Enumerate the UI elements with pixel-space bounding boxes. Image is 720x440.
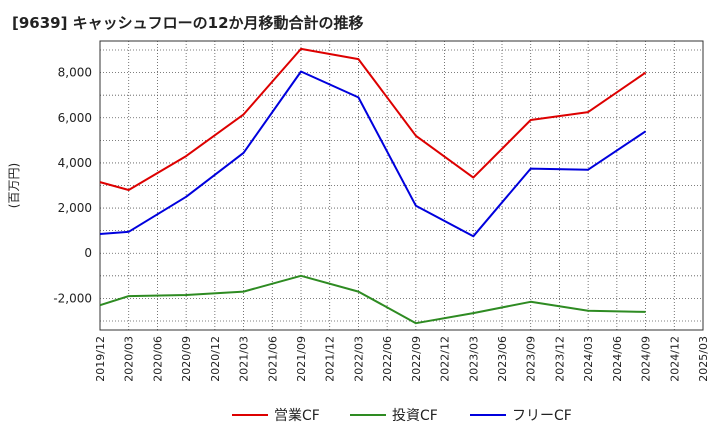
- x-tick-label: 2021/06: [266, 336, 279, 382]
- series-line-投資CF: [99, 274, 646, 325]
- y-tick-label: 0: [84, 246, 92, 260]
- x-tick-label: 2022/09: [410, 336, 423, 382]
- y-tick-label: 6,000: [58, 111, 92, 125]
- x-axis-ticks: 2019/12 2020/03 2020/06 2020/09 2020/12 2021/…: [94, 336, 710, 382]
- x-tick-label: 2021/09: [295, 336, 308, 382]
- x-tick-label: 2020/03: [123, 336, 136, 382]
- plot-area-frame: [99, 40, 704, 331]
- y-tick-label: -2,000: [53, 291, 92, 305]
- x-tick-label: 2024/03: [582, 336, 595, 382]
- x-tick-label: 2022/12: [439, 336, 452, 382]
- x-tick-label: 2024/12: [668, 336, 681, 382]
- y-tick-label: 4,000: [58, 156, 92, 170]
- x-tick-label: 2020/12: [209, 336, 222, 382]
- x-tick-label: 2021/03: [238, 336, 251, 382]
- legend-label: 営業CF: [274, 408, 320, 424]
- series-line-営業CF: [99, 47, 647, 191]
- x-tick-label: 2024/06: [611, 336, 624, 382]
- x-tick-label: 2022/06: [381, 336, 394, 382]
- x-tick-label: 2023/09: [525, 336, 538, 382]
- legend: 営業CF 投資CF フリーCF: [232, 408, 572, 424]
- x-tick-label: 2022/03: [352, 336, 365, 382]
- x-tick-label: 2020/06: [151, 336, 164, 382]
- x-tick-label: 2021/12: [324, 336, 337, 382]
- chart-title: [9639] キャッシュフローの12か月移動合計の推移: [12, 14, 364, 32]
- y-tick-label: 8,000: [58, 66, 92, 80]
- x-tick-label: 2023/03: [467, 336, 480, 382]
- x-tick-label: 2024/09: [640, 336, 653, 382]
- x-tick-label: 2020/09: [180, 336, 193, 382]
- legend-label: フリーCF: [512, 408, 572, 424]
- y-axis-label: (百万円): [7, 163, 21, 208]
- x-tick-label: 2023/12: [553, 336, 566, 382]
- x-tick-label: 2019/12: [94, 336, 107, 382]
- grid-lines: [100, 41, 703, 330]
- x-tick-label: 2023/06: [496, 336, 509, 382]
- series-lines: [99, 47, 647, 325]
- x-tick-label: 2025/03: [697, 336, 710, 382]
- series-line-フリーCF: [99, 70, 647, 238]
- legend-label: 投資CF: [392, 408, 438, 424]
- y-axis-ticks: -2,000 0 2,000 4,000 6,000 8,000: [53, 66, 92, 306]
- y-tick-label: 2,000: [58, 201, 92, 215]
